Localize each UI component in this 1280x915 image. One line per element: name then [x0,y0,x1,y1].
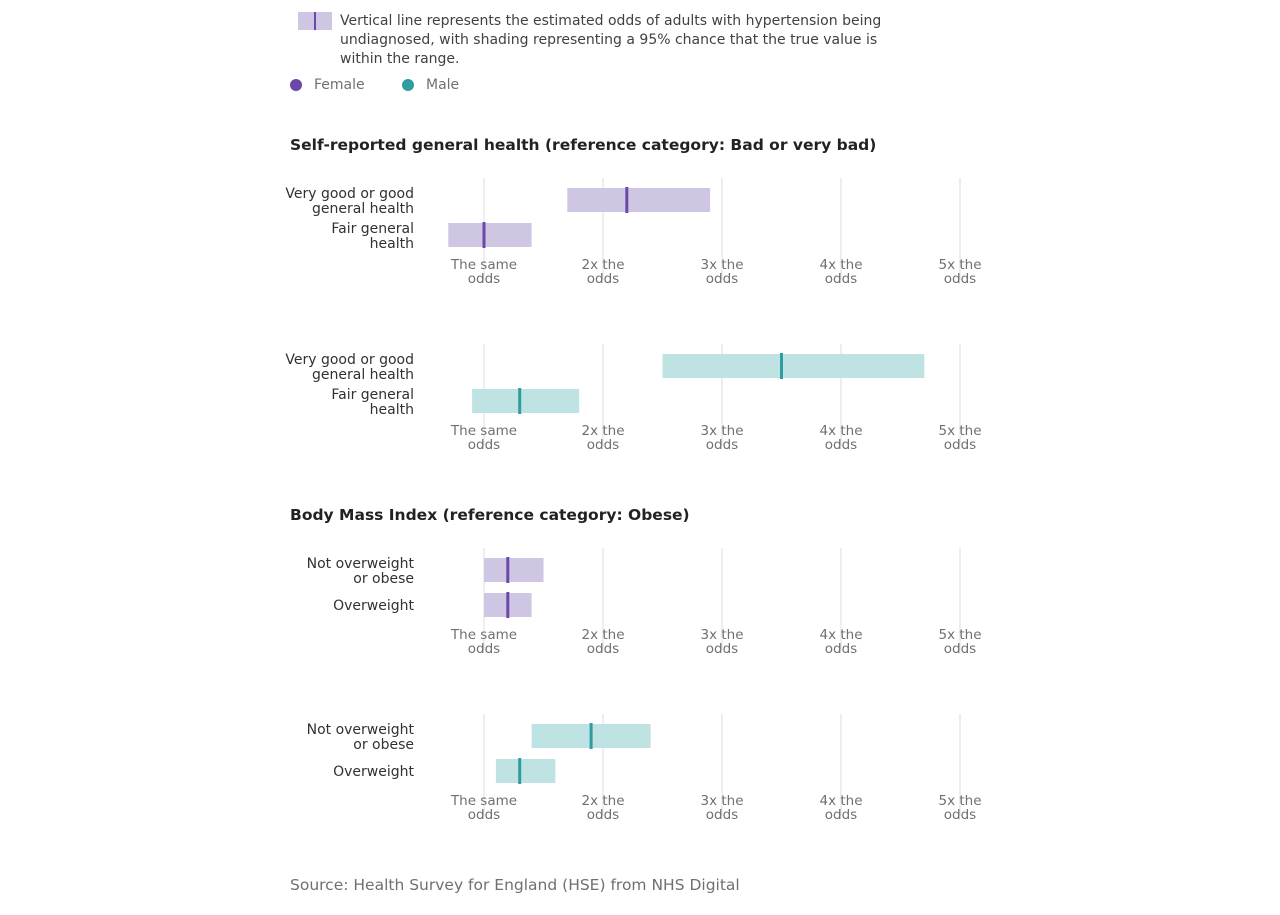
legend-label-female: Female [314,77,365,93]
x-tick-label: 5x the odds [938,793,981,823]
confidence-band [495,759,556,783]
category-label: Fair general health [331,387,414,418]
estimate-line [506,592,510,618]
confidence-band [567,188,711,212]
female-dot-icon [290,79,302,91]
x-tick-label: 2x the odds [581,793,624,823]
x-tick-label: 5x the odds [938,423,981,453]
section-title-bmi: Body Mass Index (reference category: Obe… [290,506,690,524]
x-tick-label: 4x the odds [819,793,862,823]
x-tick-label: 3x the odds [700,423,743,453]
x-tick-label: 4x the odds [819,423,862,453]
legend-estimate-line [314,12,316,30]
estimate-line [780,353,783,379]
x-tick-label: 3x the odds [700,257,743,287]
x-tick-label: 4x the odds [819,257,862,287]
chart-bmi-female: The same odds 2x the odds 3x the odds 4x the od… [307,548,982,657]
estimate-line [518,758,522,784]
category-label: Not overweight or obese [307,556,415,587]
legend-description: Vertical line represents the estimated o… [340,13,882,67]
confidence-band [448,223,532,247]
source-note: Source: Health Survey for England (HSE) … [290,876,740,894]
estimate-line [518,388,522,414]
confidence-band [484,558,544,582]
category-label: Not overweight or obese [307,722,415,753]
legend-label-male: Male [426,77,460,93]
x-tick-label: The same odds [450,423,517,453]
category-label: Fair general health [331,221,414,252]
estimate-line [506,557,510,583]
x-tick-label: 4x the odds [819,627,862,657]
x-tick-label: 5x the odds [938,627,981,657]
legend-item-female: Female [290,76,365,94]
category-label: Very good or good general health [285,352,414,383]
x-tick-label: 3x the odds [700,793,743,823]
estimate-line [589,723,593,749]
chart-bmi-male: The same odds 2x the odds 3x the odds 4x the od… [307,714,982,823]
x-tick-label: 2x the odds [581,627,624,657]
estimate-line [482,222,486,248]
x-tick-label: The same odds [450,793,517,823]
x-tick-label: The same odds [450,627,517,657]
x-tick-label: The same odds [450,257,517,287]
section-title-general-health: Self-reported general health (reference … [290,136,877,154]
chart-general-health-male: The same odds 2x the odds 3x the odds 4x the od… [285,344,982,453]
male-dot-icon [402,79,414,91]
category-label: Overweight [333,598,414,614]
legend-interval-swatch [298,12,332,30]
category-label: Very good or good general health [285,186,414,217]
legend-item-male: Male [402,76,459,94]
confidence-band [662,354,925,378]
chart-general-health-female: The same odds 2x the odds 3x the odds 4x the od… [285,178,982,287]
category-label: Overweight [333,764,414,780]
estimate-line [625,187,629,213]
x-tick-label: 3x the odds [700,627,743,657]
x-tick-label: 2x the odds [581,423,624,453]
x-tick-label: 5x the odds [938,257,981,287]
x-tick-label: 2x the odds [581,257,624,287]
confidence-band [472,389,580,413]
